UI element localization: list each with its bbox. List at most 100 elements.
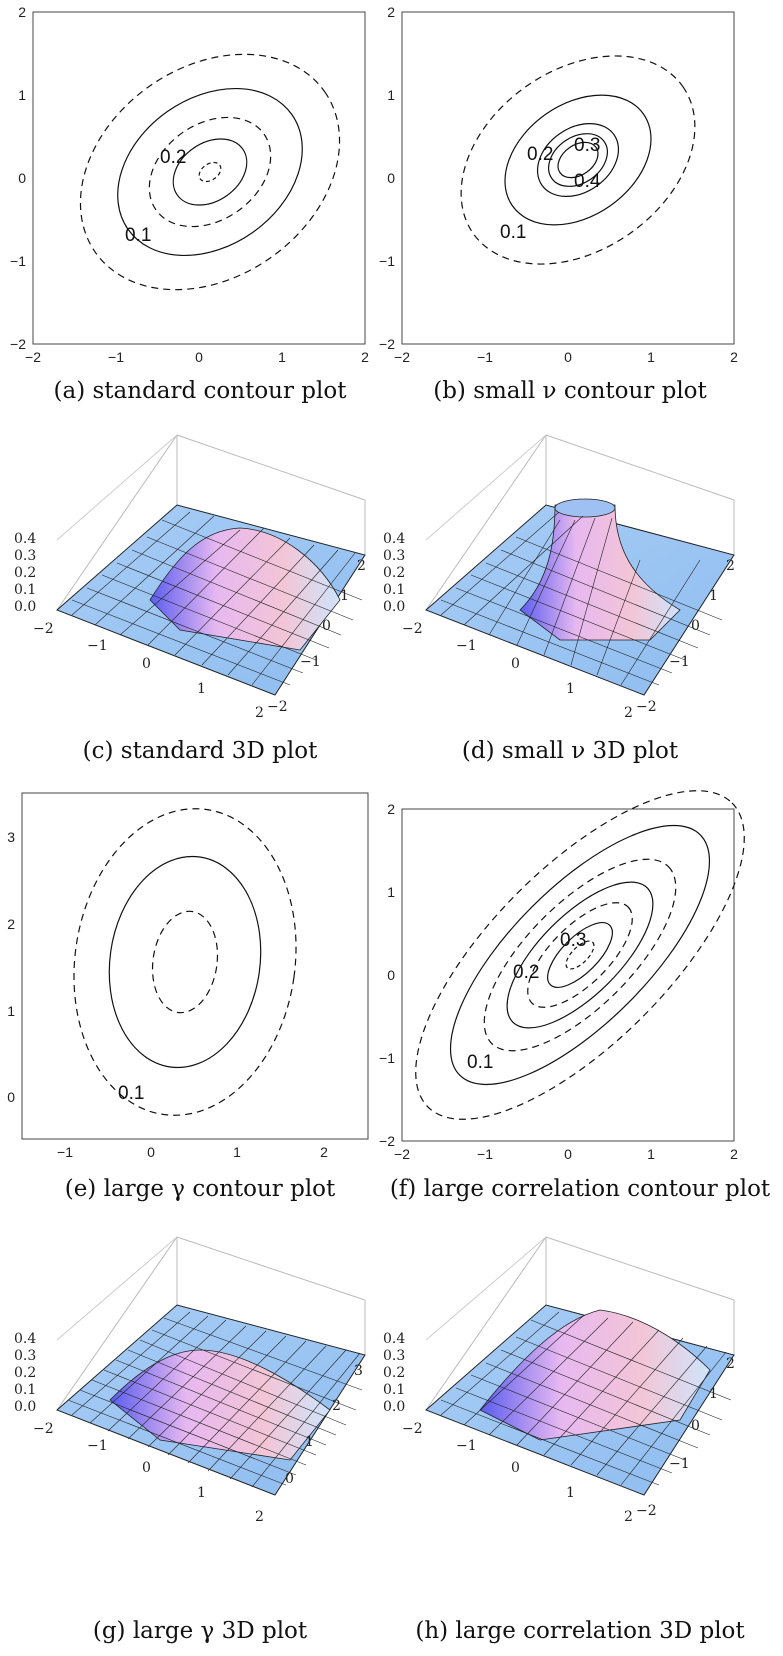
e-x-tick-m1: −1 [57,1144,73,1160]
c-z-tick-03: 0.3 [14,548,36,564]
caption-h: (h) large correlation 3D plot [415,1618,745,1644]
a-x-tick-1: 1 [278,349,286,365]
h-x-tick-1: 1 [566,1485,575,1501]
e-contour-label-01: 0.1 [118,1083,144,1104]
g-y-tick-1: 1 [305,1434,314,1450]
h-y-tick-1: 1 [709,1386,718,1402]
f-x-tick-m2: −2 [394,1146,410,1162]
h-z-tick-02: 0.2 [383,1365,405,1381]
c-x-tick-m1: −1 [87,638,108,654]
c-y-tick-1: 1 [340,588,349,604]
b-y-tick-0: 0 [387,170,395,186]
b-y-tick-2: 2 [387,4,395,20]
caption-f: (f) large correlation contour plot [389,1176,771,1202]
caption-d: (d) small ν 3D plot [461,738,679,764]
b-contour-label-02: 0.2 [527,144,553,165]
g-z-tick-00: 0.0 [14,1399,36,1415]
b-contour-label-01: 0.1 [500,222,526,243]
h-z-tick-01: 0.1 [383,1382,405,1398]
b-y-tick-1: 1 [387,87,395,103]
f-y-tick-0: 0 [387,967,395,983]
c-z-tick-01: 0.1 [14,582,36,598]
g-y-tick-2: 2 [332,1398,341,1414]
contour-plot-f: 2 1 0 −1 −2 −2 −1 0 1 2 0.3 0.2 0.1 [379,790,745,1162]
e-x-tick-1: 1 [233,1144,241,1160]
h-y-tick-2: 2 [726,1356,735,1372]
c-x-tick-1: 1 [197,681,206,697]
g-x-tick-m1: −1 [87,1438,108,1454]
surface-plot-h: 0.4 0.3 0.2 0.1 0.0 −2 −1 0 1 2 −2 −1 0 … [383,1236,735,1525]
e-y-tick-3: 3 [7,829,15,845]
g-x-tick-0: 0 [142,1460,151,1476]
h-z-tick-00: 0.0 [383,1399,405,1415]
a-x-tick-0: 0 [195,349,203,365]
g-x-tick-m2: −2 [33,1421,54,1437]
g-y-tick-0: 0 [285,1471,294,1487]
b-x-tick-2: 2 [730,349,738,365]
f-y-tick-2: 2 [387,801,395,817]
d-y-tick-1: 1 [709,588,718,604]
f-x-tick-m1: −1 [477,1146,493,1162]
b-x-tick-m1: −1 [477,349,493,365]
a-y-tick-m2: −2 [10,336,26,352]
g-z-tick-01: 0.1 [14,1382,36,1398]
b-x-tick-1: 1 [647,349,655,365]
d-z-tick-04: 0.4 [383,531,405,547]
d-x-tick-0: 0 [511,656,520,672]
d-z-tick-02: 0.2 [383,565,405,581]
b-contour-label-04: 0.4 [574,171,601,192]
e-x-tick-2: 2 [320,1144,328,1160]
b-y-tick-m2: −2 [379,336,395,352]
g-y-tick-3: 3 [354,1363,363,1379]
d-y-tick-m1: −1 [669,654,690,670]
d-x-tick-2: 2 [624,705,633,721]
d-z-tick-01: 0.1 [383,582,405,598]
contour-plot-e: 3 2 1 0 −1 0 1 2 0.1 [7,792,369,1160]
h-y-tick-m2: −2 [636,1503,657,1519]
h-x-tick-m1: −1 [456,1438,477,1454]
caption-g: (g) large γ 3D plot [92,1618,308,1644]
c-y-tick-2: 2 [357,558,366,574]
contour-plot-b: 2 1 0 −1 −2 −2 −1 0 1 2 0.2 0.3 0.4 0.1 [379,4,738,365]
e-y-tick-1: 1 [7,1003,15,1019]
surface-plot-c: 0.4 0.3 0.2 0.1 0.0 −2 −1 0 1 2 −2 −1 0 … [14,434,366,721]
f-y-tick-m1: −1 [379,1050,395,1066]
b-x-tick-m2: −2 [394,349,410,365]
g-x-tick-1: 1 [197,1485,206,1501]
c-y-tick-0: 0 [322,618,331,634]
caption-e: (e) large γ contour plot [64,1176,336,1202]
surface-plot-d: 0.4 0.3 0.2 0.1 0.0 −2 −1 0 1 2 −2 −1 0 … [383,434,735,721]
c-z-tick-04: 0.4 [14,531,36,547]
h-z-tick-03: 0.3 [383,1348,405,1364]
d-x-tick-1: 1 [566,681,575,697]
e-y-tick-2: 2 [7,916,15,932]
f-contour-label-01: 0.1 [467,1052,493,1073]
g-x-tick-2: 2 [255,1509,264,1525]
a-x-tick-2: 2 [361,349,369,365]
f-y-tick-1: 1 [387,884,395,900]
c-x-tick-m2: −2 [33,621,54,637]
c-y-tick-m2: −2 [267,699,288,715]
c-z-tick-00: 0.0 [14,599,36,615]
h-x-tick-2: 2 [624,1509,633,1525]
b-x-tick-0: 0 [564,349,572,365]
g-z-tick-04: 0.4 [14,1331,36,1347]
h-y-tick-m1: −1 [669,1456,690,1472]
c-x-tick-2: 2 [255,705,264,721]
h-y-tick-0: 0 [691,1418,700,1434]
g-z-tick-02: 0.2 [14,1365,36,1381]
a-x-tick-m1: −1 [108,349,124,365]
f-y-tick-m2: −2 [379,1133,395,1149]
caption-c: (c) standard 3D plot [82,738,318,764]
d-y-tick-2: 2 [726,558,735,574]
a-y-tick-0: 0 [18,170,26,186]
h-x-tick-m2: −2 [402,1421,423,1437]
caption-a: (a) standard contour plot [53,378,347,404]
h-x-tick-0: 0 [511,1460,520,1476]
caption-b: (b) small ν contour plot [433,378,707,404]
a-y-tick-m1: −1 [10,253,26,269]
a-y-tick-2: 2 [18,4,26,20]
d-z-tick-00: 0.0 [383,599,405,615]
b-y-tick-m1: −1 [379,253,395,269]
f-x-tick-0: 0 [564,1146,572,1162]
